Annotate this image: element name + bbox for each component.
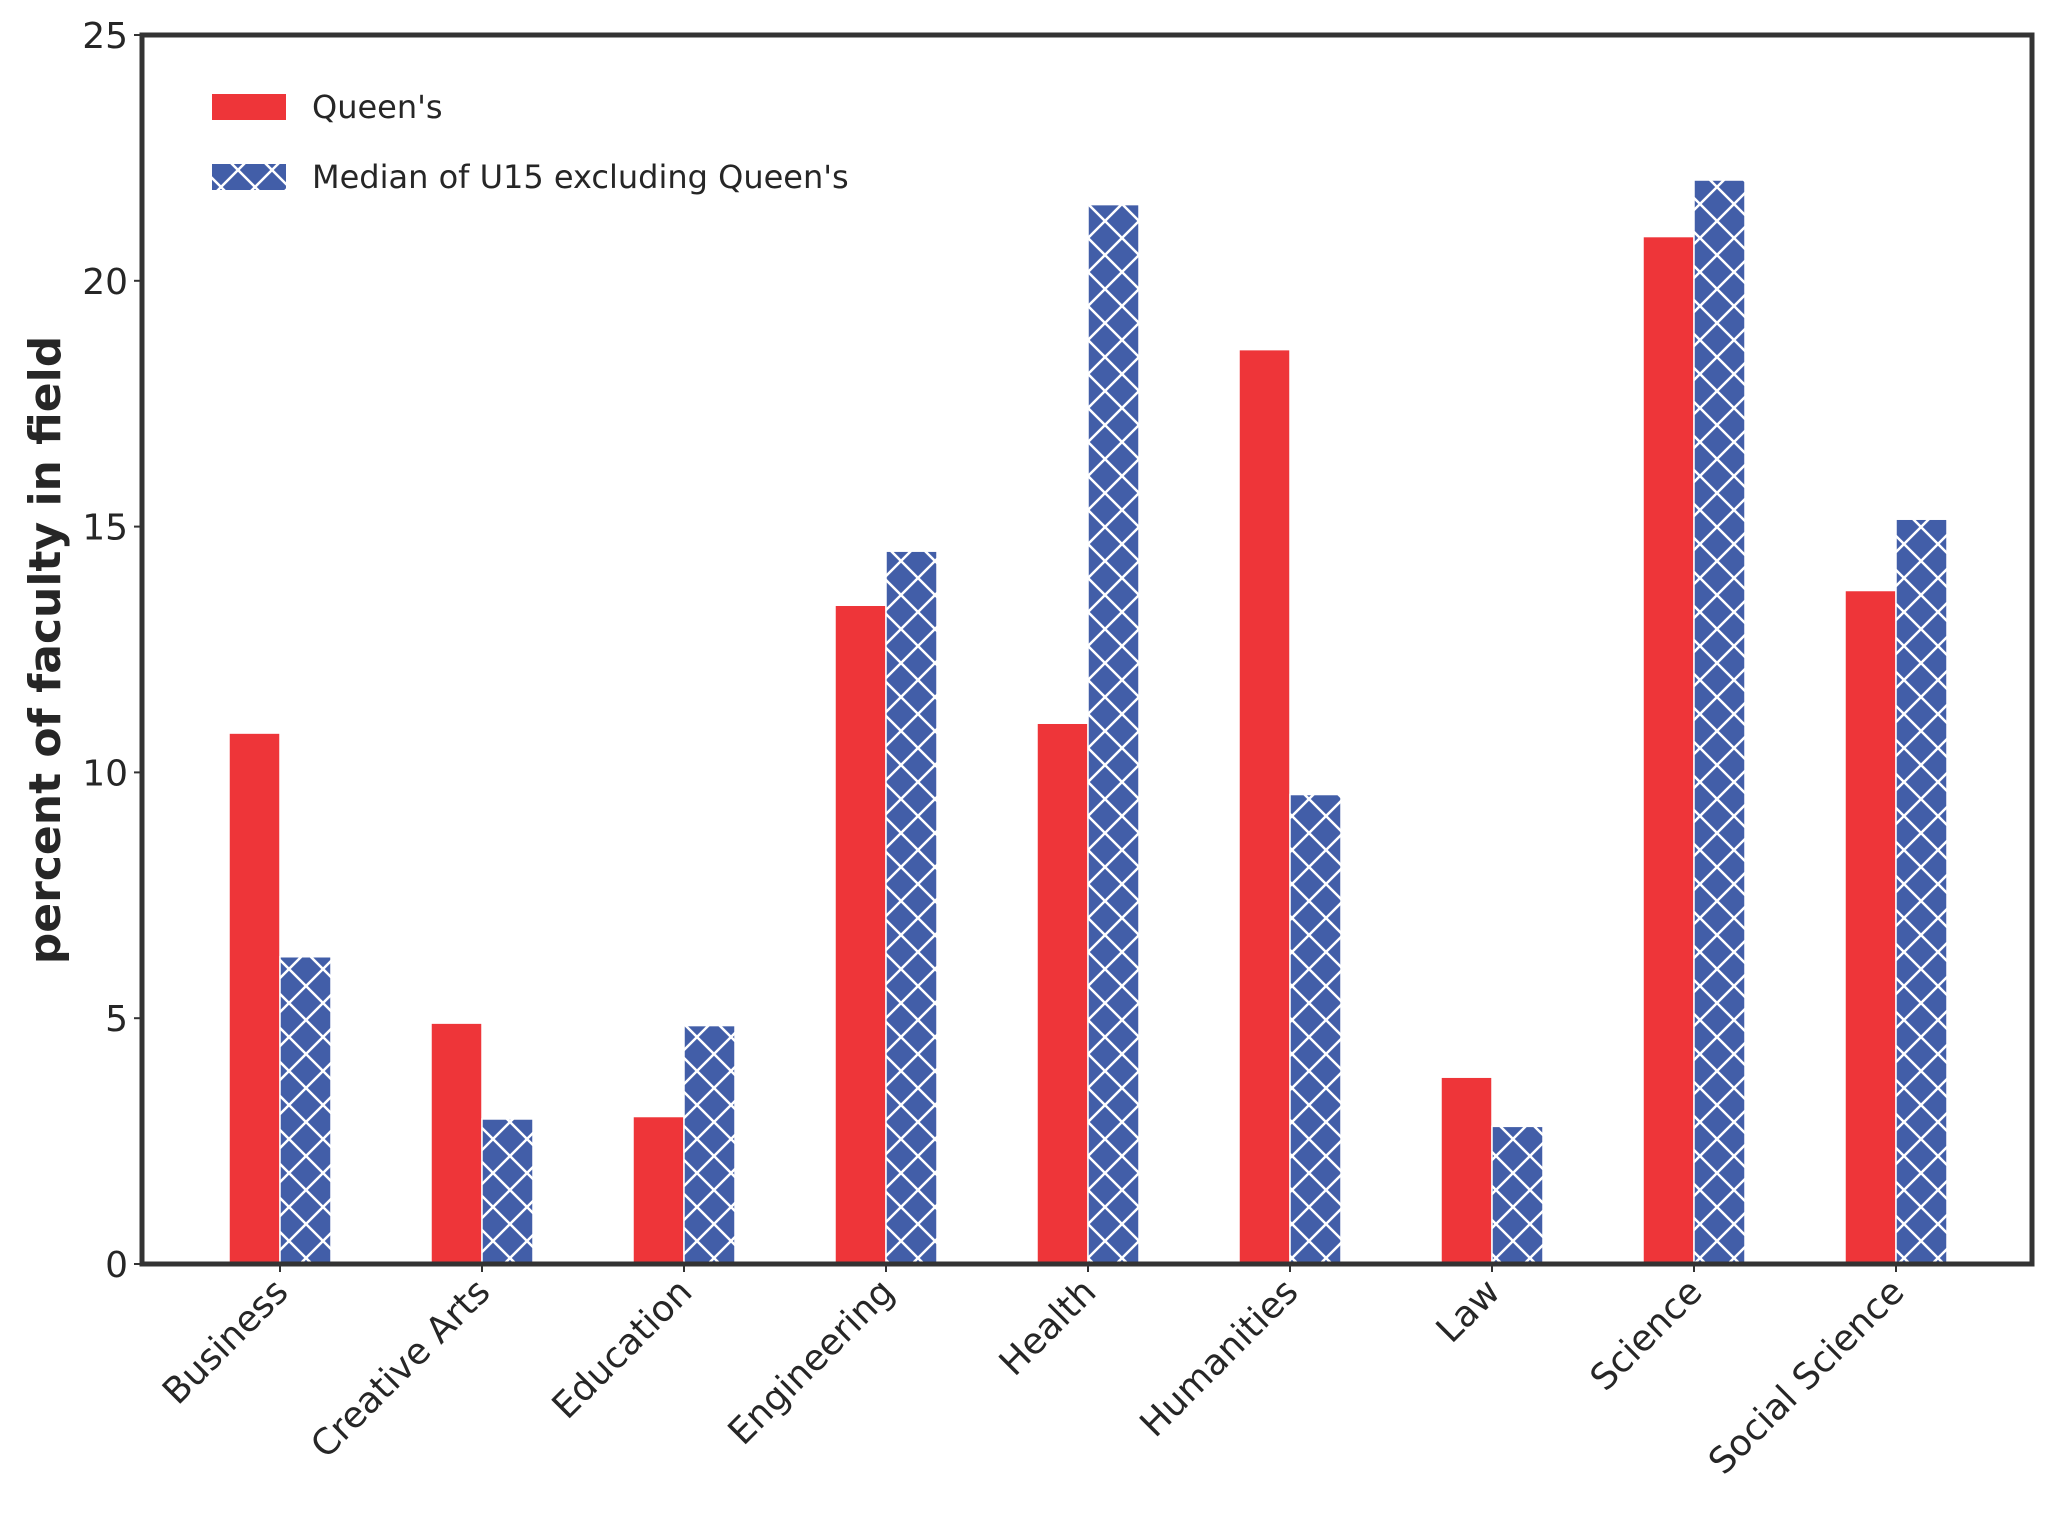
bar-queens-engineering [834,604,887,1265]
x-tick-label: Engineering [721,1271,903,1453]
y-tick-label: 10 [82,753,128,794]
axes-frame [139,32,2035,1267]
x-tick-label: Business [155,1271,296,1412]
y-tick-label: 15 [82,508,128,549]
y-axis-ticks: 0 5 10 15 20 25 [82,16,142,1286]
bar-queens-health [1036,722,1089,1265]
bars [228,179,1948,1265]
bar-queens-education [632,1115,685,1265]
bar-queens-law [1440,1076,1493,1265]
legend-swatch-median [212,164,286,190]
legend-swatch-queens [212,94,286,120]
bar-queens-creative-arts [430,1022,483,1265]
x-axis-ticks: Business Creative Arts Education Engineerin… [155,1264,1912,1483]
bar-median-education [683,1024,736,1265]
legend-label-queens: Queen's [312,88,443,126]
y-axis-label: percent of faculty in field [20,336,71,964]
bar-median-health [1087,203,1140,1265]
x-tick-label: Health [992,1271,1105,1384]
x-tick-label: Law [1429,1271,1509,1351]
bar-queens-business [228,732,281,1265]
y-tick-label: 0 [105,1245,128,1286]
bar-median-creative-arts [481,1118,534,1265]
legend: Queen's Median of U15 excluding Queen's [212,88,849,196]
bar-median-law [1491,1125,1544,1265]
x-tick-label: Education [545,1271,701,1427]
x-tick-label: Social Science [1701,1271,1912,1482]
bar-queens-social-science [1844,589,1897,1265]
bar-median-business [279,956,332,1265]
legend-label-median: Median of U15 excluding Queen's [312,158,849,196]
x-tick-label: Humanities [1133,1271,1307,1445]
y-tick-label: 5 [105,999,128,1040]
bar-median-engineering [885,550,938,1265]
bar-queens-humanities [1238,348,1291,1265]
bar-median-humanities [1289,793,1342,1265]
bar-median-science [1693,179,1746,1265]
x-tick-label: Creative Arts [303,1271,498,1466]
bar-queens-science [1642,235,1695,1265]
x-tick-label: Science [1583,1271,1711,1399]
y-tick-label: 25 [82,16,128,57]
y-tick-label: 20 [82,262,128,303]
bar-median-social-science [1895,518,1948,1265]
